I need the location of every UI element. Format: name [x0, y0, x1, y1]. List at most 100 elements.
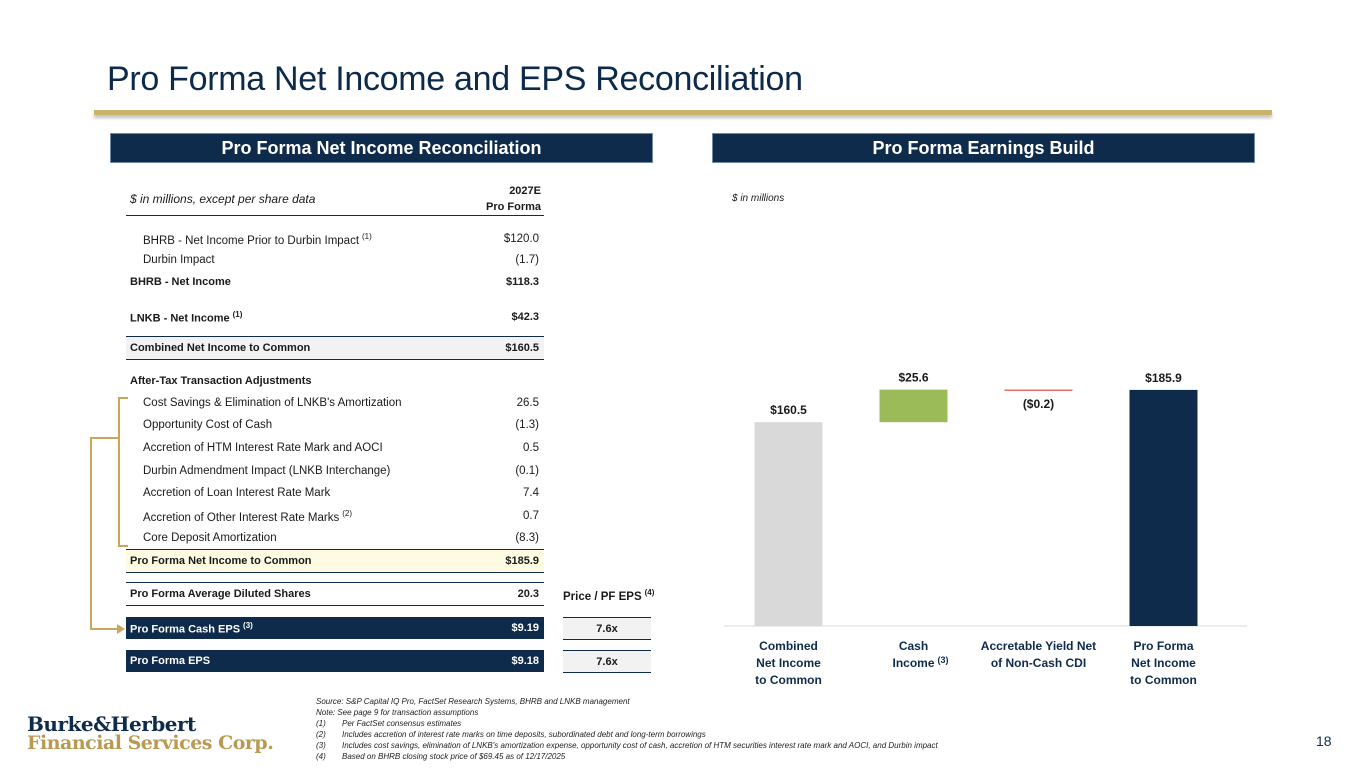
row-value: $42.3: [511, 311, 539, 323]
footnote-item: (2) Includes accretion of interest rate m…: [316, 729, 938, 740]
logo-line-2: Financial Services Corp.: [27, 732, 274, 754]
footnote-item: (3) Includes cost savings, elimination of…: [316, 740, 938, 751]
row-label: After-Tax Transaction Adjustments: [130, 375, 312, 387]
table-row-cash-eps: Pro Forma Cash EPS (3) $9.19: [126, 617, 544, 639]
table-row: Durbin Impact (1.7): [126, 249, 544, 271]
row-value: $185.9: [505, 555, 539, 567]
footnote-ref: (1): [362, 231, 372, 241]
column-year-header: 2027E: [509, 185, 541, 197]
table-row-total: Combined Net Income to Common $160.5: [126, 336, 544, 360]
footnote-text: Includes cost savings, elimination of LN…: [342, 741, 938, 750]
row-label: Pro Forma Average Diluted Shares: [130, 588, 311, 600]
bracket-connector: [90, 437, 92, 630]
category-label-3: Net Income: [1131, 656, 1196, 670]
page-title: Pro Forma Net Income and EPS Reconciliat…: [107, 60, 803, 98]
row-label: Pro Forma EPS: [130, 655, 211, 667]
row-value: (0.1): [515, 465, 539, 477]
table-row: Pro Forma Average Diluted Shares 20.3: [126, 582, 544, 606]
title-underline: [94, 110, 1272, 115]
footnote-text: Includes accretion of interest rate mark…: [342, 730, 706, 739]
category-label-3: to Common: [1130, 673, 1197, 687]
row-value: (1.3): [515, 419, 539, 431]
row-label: Accretion of Loan Interest Rate Mark: [143, 487, 331, 499]
row-label: LNKB - Net Income: [130, 312, 230, 325]
table-row: Core Deposit Amortization (8.3): [126, 527, 544, 549]
arrow-right-icon: [117, 624, 125, 634]
row-value: $120.0: [503, 233, 539, 245]
bracket-connector: [90, 437, 120, 439]
logo-line-1: Burke&Herbert: [27, 712, 196, 736]
data-label-1: $25.6: [898, 371, 928, 385]
bracket-connector: [90, 628, 118, 630]
row-label: Durbin Admendment Impact (LNKB Interchan…: [143, 465, 391, 477]
category-label-0: to Common: [755, 673, 822, 687]
data-label-3: $185.9: [1145, 371, 1182, 385]
table-row-eps: Pro Forma EPS $9.18: [126, 650, 544, 672]
table-row: BHRB - Net Income $118.3: [126, 271, 544, 293]
category-label-0: Combined: [759, 639, 818, 653]
footnote-ref: (1): [232, 309, 243, 319]
table-row: Durbin Admendment Impact (LNKB Interchan…: [126, 460, 544, 482]
row-value: 7.4: [523, 487, 539, 499]
row-label: Pro Forma Cash EPS: [130, 623, 241, 636]
row-value: (1.7): [515, 254, 539, 266]
table-row: BHRB - Net Income Prior to Durbin Impact…: [126, 228, 544, 250]
section-heading: After-Tax Transaction Adjustments: [126, 370, 544, 392]
bracket-connector: [118, 397, 120, 437]
footnote-ref: (3): [243, 620, 253, 630]
footnote-text: Based on BHRB closing stock price of $69…: [342, 752, 566, 761]
footnote-item: (1) Per FactSet consensus estimates: [316, 718, 938, 729]
bar-3: [1129, 389, 1198, 626]
row-label: Accretion of Other Interest Rate Marks: [143, 511, 340, 524]
price-pf-eps-header: Price / PF EPS (4): [563, 588, 654, 603]
source-note: Source: S&P Capital IQ Pro, FactSet Rese…: [316, 697, 630, 706]
bar-2: [1004, 389, 1073, 391]
row-value: 0.7: [523, 510, 539, 522]
row-label: Combined Net Income to Common: [130, 342, 311, 354]
pe-header-label: Price / PF EPS: [563, 590, 642, 603]
bar-0: [754, 422, 823, 626]
earnings-build-banner: Pro Forma Earnings Build: [712, 133, 1255, 163]
bracket-connector: [118, 545, 128, 547]
category-label-1: Cash: [899, 639, 928, 653]
column-sub-header: Pro Forma: [485, 201, 541, 213]
table-row: Opportunity Cost of Cash (1.3): [126, 414, 544, 436]
category-label-2: of Non-Cash CDI: [991, 656, 1086, 670]
row-label: BHRB - Net Income: [130, 276, 231, 288]
row-label: Cost Savings & Elimination of LNKB's Amo…: [143, 397, 402, 409]
chart-units-note: $ in millions: [732, 193, 785, 204]
data-label-0: $160.5: [770, 403, 807, 417]
row-value: 26.5: [516, 397, 539, 409]
row-value: 0.5: [523, 442, 539, 454]
category-label-1: Income: [892, 656, 934, 670]
row-label: Pro Forma Net Income to Common: [130, 555, 312, 567]
row-value: $118.3: [505, 276, 539, 288]
table-row: LNKB - Net Income (1) $42.3: [126, 306, 544, 328]
bar-1: [879, 389, 948, 423]
note-line: Note: See page 9 for transaction assumpt…: [316, 708, 479, 717]
row-label: Accretion of HTM Interest Rate Mark and …: [143, 442, 383, 454]
footnote-number: (3): [316, 741, 326, 750]
category-label-2: Accretable Yield Net: [981, 639, 1096, 653]
footnotes: Source: S&P Capital IQ Pro, FactSet Rese…: [316, 696, 938, 762]
table-row: Cost Savings & Elimination of LNKB's Amo…: [126, 392, 544, 414]
footnote-ref: (2): [342, 508, 352, 518]
row-value: 20.3: [517, 588, 539, 600]
bracket-connector: [118, 397, 128, 399]
category-label-0: Net Income: [756, 656, 821, 670]
row-label: Core Deposit Amortization: [143, 532, 277, 544]
footnote-text: Per FactSet consensus estimates: [342, 719, 462, 728]
row-value: $9.18: [511, 655, 539, 667]
footnote-number: (2): [316, 730, 326, 739]
price-eps: 7.6x: [563, 650, 651, 673]
footnote-number: (1): [316, 719, 326, 728]
footnote-item: (4) Based on BHRB closing stock price of …: [316, 751, 938, 762]
category-footnote-ref: (3): [938, 655, 949, 665]
company-logo: Burke&Herbert Financial Services Corp.: [27, 712, 274, 754]
row-value: $9.19: [511, 622, 539, 634]
price-eps-cash: 7.6x: [563, 617, 651, 640]
bracket-connector: [118, 437, 120, 547]
page-number: 18: [1316, 733, 1332, 749]
row-label: Durbin Impact: [143, 254, 215, 266]
table-row: Accretion of HTM Interest Rate Mark and …: [126, 437, 544, 459]
